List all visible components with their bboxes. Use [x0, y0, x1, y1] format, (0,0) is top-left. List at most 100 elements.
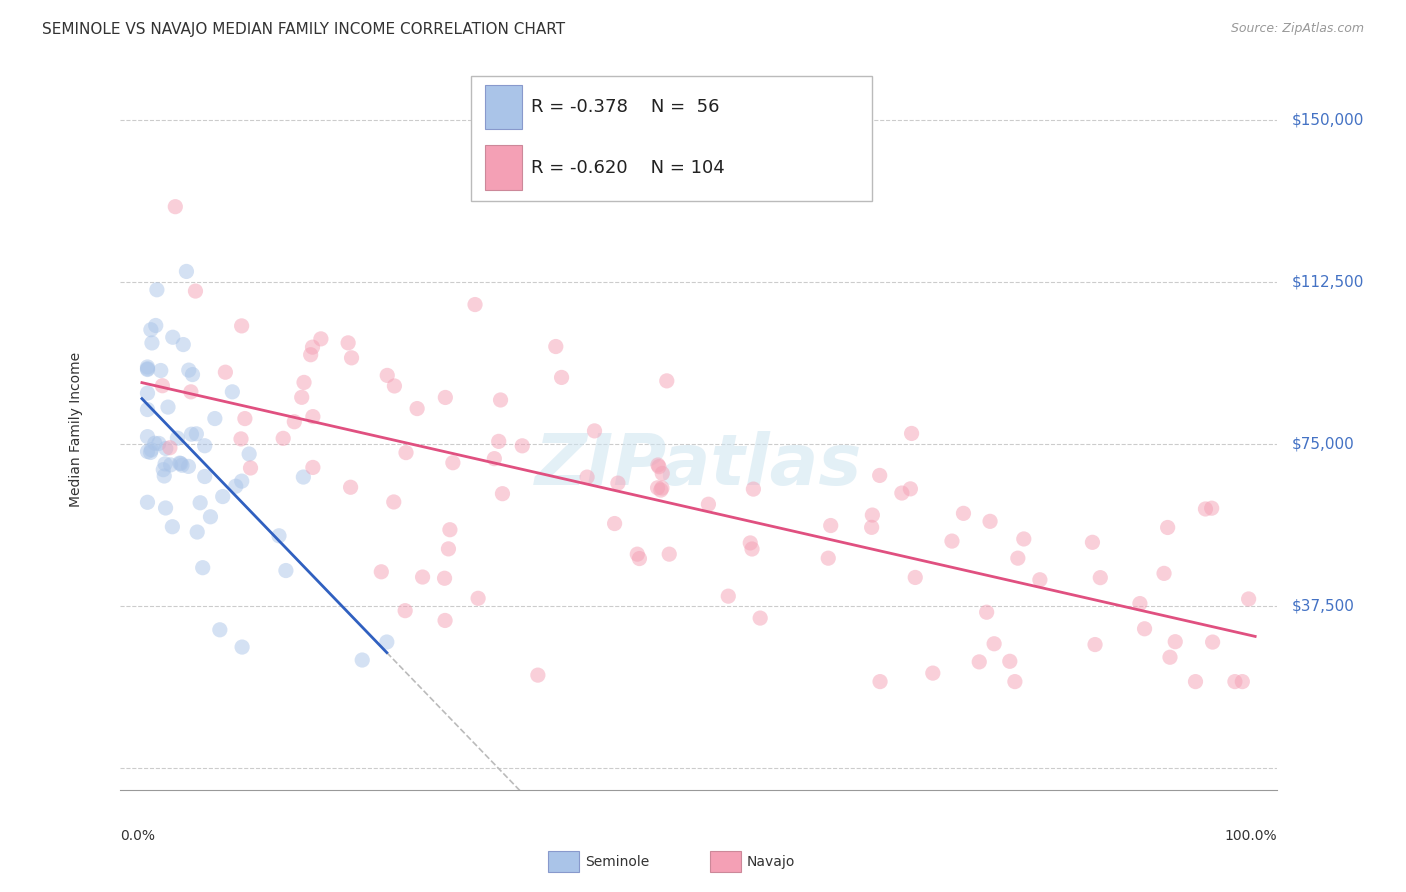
- Point: [339, 480, 361, 494]
- Point: [1159, 650, 1181, 665]
- Point: [136, 359, 159, 374]
- Point: [1129, 597, 1152, 611]
- Point: [406, 401, 429, 416]
- Point: [433, 571, 456, 585]
- Point: [606, 476, 628, 491]
- Point: [658, 547, 681, 561]
- Point: [741, 541, 763, 556]
- Point: [626, 547, 648, 561]
- Point: [302, 460, 325, 475]
- Point: [544, 339, 567, 353]
- Point: [651, 481, 673, 495]
- Point: [550, 370, 572, 384]
- Point: [1029, 573, 1052, 587]
- Point: [136, 495, 159, 509]
- Point: [156, 400, 179, 414]
- Text: Navajo: Navajo: [747, 855, 794, 869]
- Point: [149, 363, 172, 377]
- Point: [983, 637, 1005, 651]
- Point: [375, 368, 398, 383]
- Point: [188, 496, 211, 510]
- Point: [136, 444, 159, 458]
- Text: $37,500: $37,500: [1291, 599, 1354, 614]
- Point: [177, 363, 200, 377]
- Point: [1084, 638, 1107, 652]
- Point: [648, 459, 671, 474]
- Text: R = -0.378    N =  56: R = -0.378 N = 56: [531, 98, 720, 116]
- Point: [148, 436, 170, 450]
- Point: [194, 439, 217, 453]
- Point: [1007, 551, 1029, 566]
- Point: [484, 451, 506, 466]
- Point: [998, 654, 1021, 668]
- Point: [749, 611, 772, 625]
- Point: [186, 426, 208, 441]
- Point: [299, 348, 322, 362]
- Point: [1133, 622, 1156, 636]
- Text: $112,500: $112,500: [1291, 275, 1364, 290]
- Point: [180, 427, 202, 442]
- Point: [200, 509, 222, 524]
- Point: [742, 482, 765, 496]
- Point: [301, 340, 323, 354]
- Point: [1223, 674, 1246, 689]
- Text: 100.0%: 100.0%: [1225, 830, 1278, 843]
- Point: [900, 482, 922, 496]
- Point: [146, 283, 169, 297]
- Point: [231, 640, 253, 654]
- Point: [1201, 635, 1223, 649]
- Point: [225, 479, 247, 493]
- Point: [337, 335, 360, 350]
- Point: [141, 335, 163, 350]
- Point: [817, 551, 839, 566]
- Point: [697, 497, 720, 511]
- Point: [583, 424, 606, 438]
- Point: [194, 469, 217, 483]
- Point: [647, 458, 669, 472]
- Point: [166, 431, 188, 445]
- Point: [370, 565, 392, 579]
- Point: [510, 439, 533, 453]
- Point: [136, 386, 159, 401]
- Point: [1237, 591, 1260, 606]
- Text: R = -0.620    N = 104: R = -0.620 N = 104: [531, 159, 725, 177]
- Point: [155, 500, 177, 515]
- Point: [1012, 532, 1035, 546]
- Point: [136, 430, 159, 444]
- Point: [229, 432, 252, 446]
- Point: [152, 378, 174, 392]
- Point: [274, 564, 297, 578]
- Point: [153, 457, 176, 471]
- Text: $150,000: $150,000: [1291, 112, 1364, 128]
- Point: [941, 534, 963, 549]
- Point: [233, 411, 256, 425]
- Point: [651, 467, 673, 481]
- Point: [904, 570, 927, 584]
- Point: [291, 390, 314, 404]
- Point: [139, 323, 162, 337]
- Point: [136, 362, 159, 376]
- Point: [208, 623, 231, 637]
- Text: $75,000: $75,000: [1291, 437, 1354, 451]
- Point: [231, 318, 253, 333]
- Point: [488, 434, 510, 449]
- Point: [384, 379, 406, 393]
- Point: [890, 486, 912, 500]
- Point: [820, 518, 842, 533]
- Point: [740, 536, 762, 550]
- Point: [434, 614, 457, 628]
- Point: [869, 468, 891, 483]
- Point: [170, 457, 193, 471]
- Point: [394, 604, 416, 618]
- Point: [267, 529, 290, 543]
- Text: 0.0%: 0.0%: [120, 830, 155, 843]
- Point: [976, 605, 998, 619]
- Point: [952, 507, 974, 521]
- Point: [527, 668, 550, 682]
- Point: [412, 570, 434, 584]
- Point: [155, 442, 177, 456]
- Point: [152, 463, 174, 477]
- Text: Seminole: Seminole: [585, 855, 650, 869]
- Point: [375, 635, 398, 649]
- Point: [717, 589, 740, 603]
